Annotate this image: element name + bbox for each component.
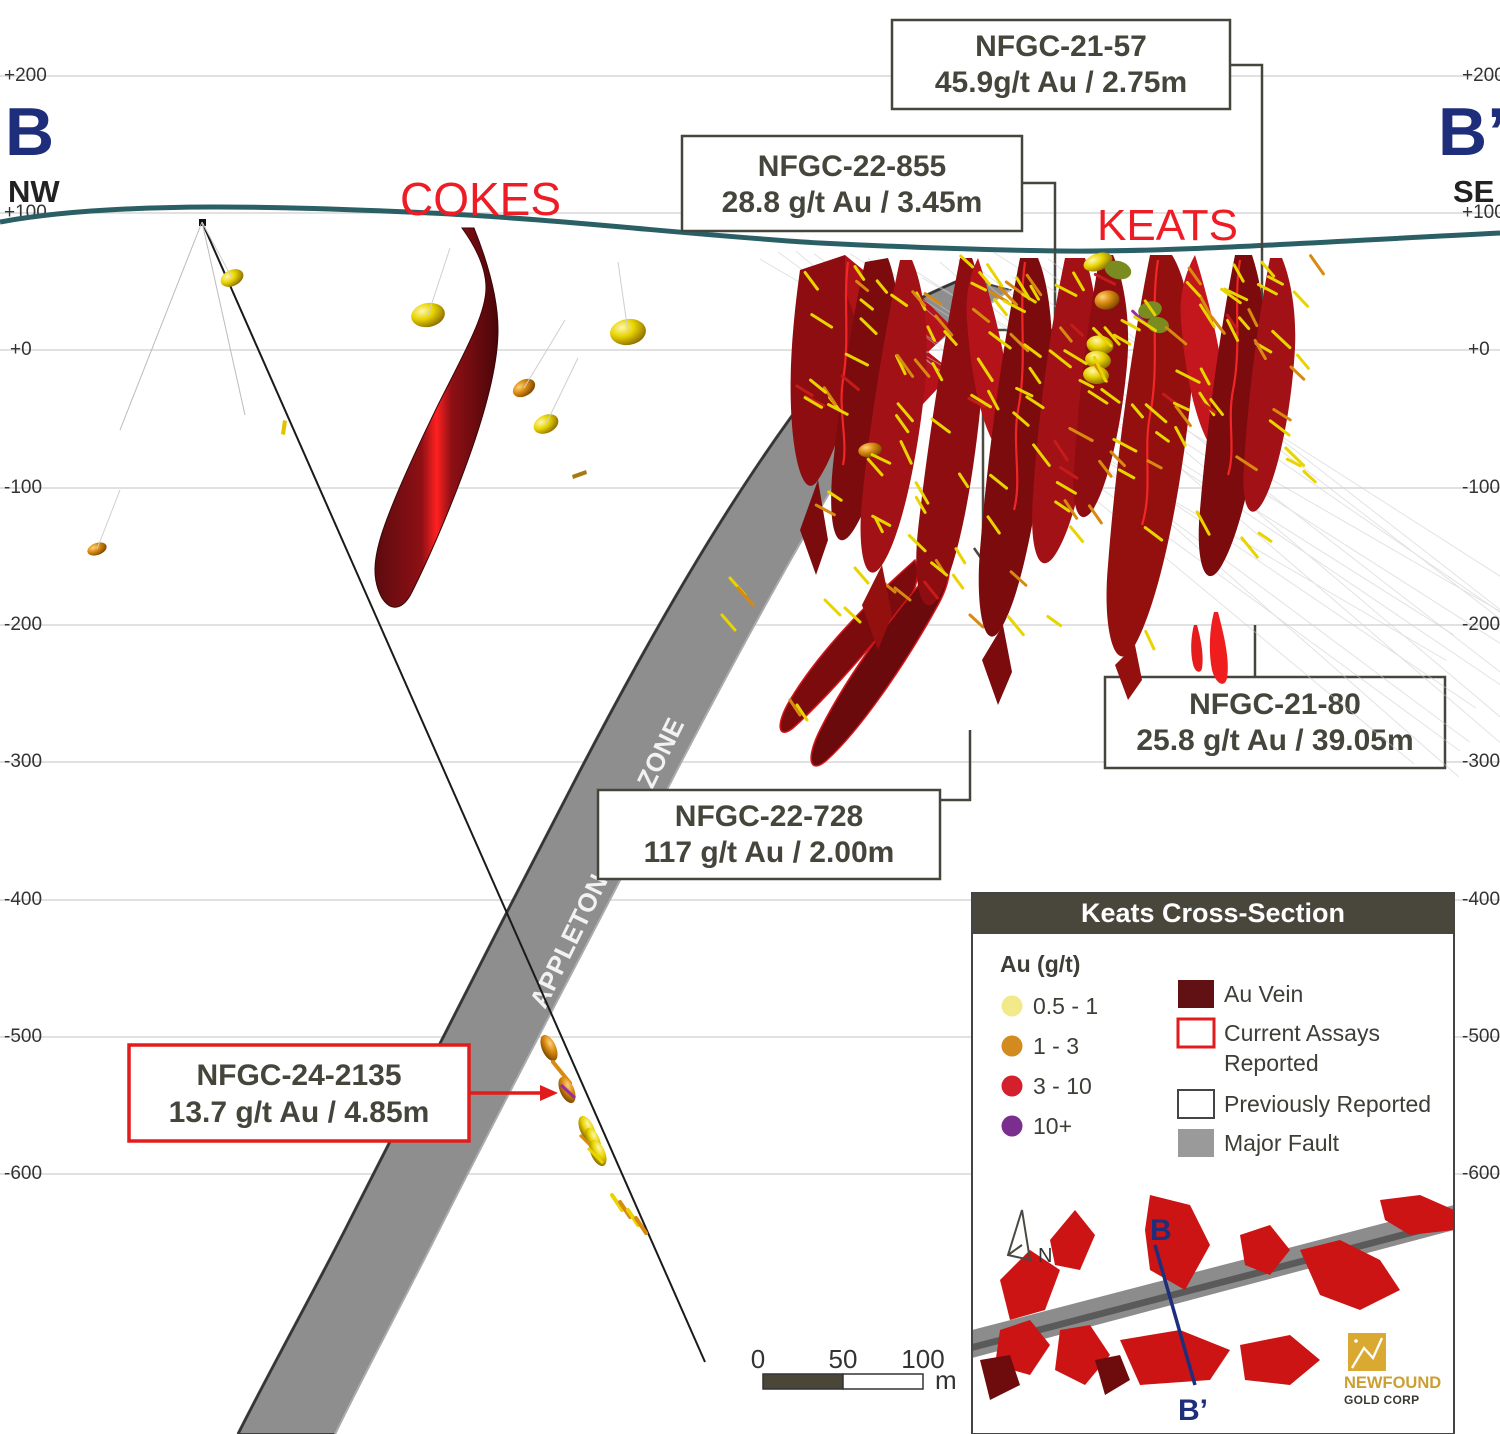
svg-text:NFGC-22-728: NFGC-22-728 — [675, 800, 863, 833]
svg-text:-100: -100 — [1462, 477, 1500, 498]
svg-text:50: 50 — [829, 1344, 858, 1374]
svg-text:-600: -600 — [1462, 1163, 1500, 1184]
svg-text:B: B — [1150, 1214, 1172, 1247]
svg-text:KEATS: KEATS — [1097, 201, 1238, 250]
svg-text:1 - 3: 1 - 3 — [1033, 1033, 1079, 1059]
svg-text:-500: -500 — [1462, 1026, 1500, 1047]
svg-text:-400: -400 — [4, 889, 42, 910]
svg-text:-600: -600 — [4, 1163, 42, 1184]
svg-text:N: N — [1038, 1245, 1052, 1267]
svg-text:117 g/t Au / 2.00m: 117 g/t Au / 2.00m — [644, 836, 895, 869]
svg-text:-300: -300 — [4, 751, 42, 772]
svg-text:NFGC-22-855: NFGC-22-855 — [758, 150, 946, 183]
svg-text:NEWFOUND: NEWFOUND — [1344, 1374, 1441, 1392]
svg-text:13.7 g/t Au / 4.85m: 13.7 g/t Au / 4.85m — [169, 1096, 430, 1129]
svg-text:28.8 g/t Au / 3.45m: 28.8 g/t Au / 3.45m — [722, 186, 983, 219]
svg-text:45.9g/t Au / 2.75m: 45.9g/t Au / 2.75m — [935, 66, 1187, 99]
svg-text:m: m — [935, 1365, 957, 1395]
svg-text:B’: B’ — [1438, 94, 1500, 170]
svg-text:+200: +200 — [1462, 65, 1500, 86]
svg-text:GOLD CORP: GOLD CORP — [1344, 1393, 1419, 1407]
svg-text:SE: SE — [1453, 174, 1494, 209]
svg-text:-200: -200 — [4, 614, 42, 635]
svg-text:-400: -400 — [1462, 889, 1500, 910]
svg-text:B’: B’ — [1178, 1394, 1208, 1427]
svg-text:10+: 10+ — [1033, 1113, 1072, 1139]
svg-text:COKES: COKES — [400, 173, 561, 225]
svg-text:-100: -100 — [4, 477, 42, 498]
svg-text:-300: -300 — [1462, 751, 1500, 772]
svg-text:NFGC-21-80: NFGC-21-80 — [1189, 688, 1361, 721]
svg-text:B: B — [5, 94, 54, 170]
svg-text:Au Vein: Au Vein — [1224, 981, 1303, 1007]
svg-text:0.5 - 1: 0.5 - 1 — [1033, 993, 1098, 1019]
svg-text:NFGC-21-57: NFGC-21-57 — [975, 30, 1147, 63]
svg-text:+0: +0 — [10, 339, 32, 360]
svg-text:-500: -500 — [4, 1026, 42, 1047]
svg-text:Reported: Reported — [1224, 1050, 1319, 1076]
svg-text:0: 0 — [751, 1344, 765, 1374]
svg-text:+0: +0 — [1468, 339, 1490, 360]
svg-text:Au (g/t): Au (g/t) — [1000, 951, 1080, 977]
svg-text:Keats Cross-Section: Keats Cross-Section — [1081, 898, 1345, 928]
svg-text:+200: +200 — [4, 65, 47, 86]
svg-text:Major Fault: Major Fault — [1224, 1130, 1340, 1156]
svg-text:Current Assays: Current Assays — [1224, 1020, 1380, 1046]
svg-text:NW: NW — [8, 174, 60, 209]
svg-text:3 - 10: 3 - 10 — [1033, 1073, 1092, 1099]
svg-text:NFGC-24-2135: NFGC-24-2135 — [196, 1059, 401, 1092]
svg-text:-200: -200 — [1462, 614, 1500, 635]
svg-text:Previously Reported: Previously Reported — [1224, 1091, 1431, 1117]
